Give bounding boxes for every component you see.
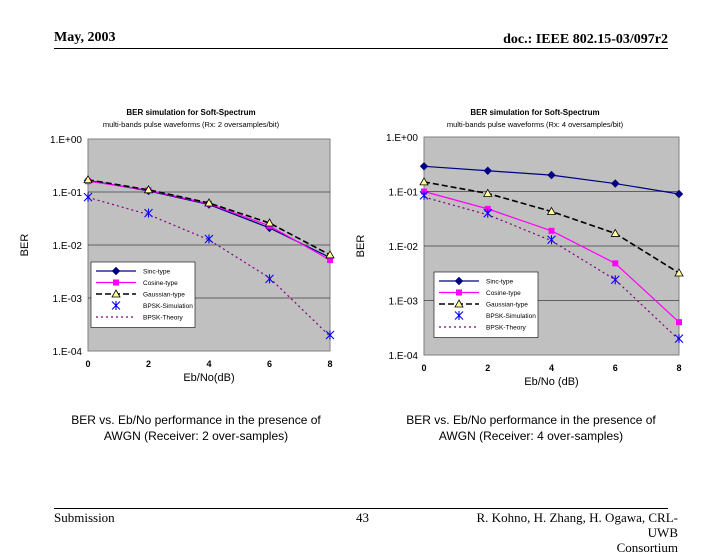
legend-label: BPSK-Simulation (486, 313, 536, 320)
legend-marker (111, 289, 121, 298)
x-tick-label: 0 (421, 363, 426, 373)
x-axis-label: Eb/No (dB) (524, 376, 578, 388)
legend-label: BPSK-Theory (143, 315, 183, 322)
legend-marker (113, 279, 119, 286)
data-point (674, 268, 684, 277)
x-tick-label: 0 (85, 359, 90, 369)
legend-label: BPSK-Theory (486, 325, 526, 332)
data-point (264, 218, 275, 227)
chart-subtitle: multi-bands pulse waveforms (Rx: 2 overs… (103, 120, 280, 129)
data-point (325, 250, 335, 259)
data-point (325, 330, 335, 340)
header-doc-id: doc.: IEEE 802.15-03/097r2 (503, 32, 668, 47)
data-point (610, 275, 620, 285)
data-point (612, 260, 619, 267)
data-point (610, 228, 620, 237)
ber-chart-4-oversamples: BER simulation for Soft-Spectrum multi-ba… (355, 108, 684, 388)
data-point (483, 166, 492, 175)
data-point (676, 319, 682, 326)
data-point (419, 190, 429, 200)
y-axis-label: BER (19, 234, 31, 257)
y-tick-label: 1.E-04 (389, 351, 419, 362)
data-point (611, 179, 620, 188)
legend-label: Sinc-type (486, 279, 513, 286)
y-tick-label: 1.E-01 (389, 188, 419, 199)
footer-authors-line: R. Kohno, H. Zhang, H. Ogawa, CRL-UWB (476, 510, 678, 540)
legend-marker (454, 299, 464, 308)
x-tick-label: 2 (485, 363, 490, 373)
header-date: May, 2003 (54, 30, 116, 45)
header-divider (54, 48, 668, 49)
data-point (546, 206, 557, 215)
data-point (204, 198, 214, 207)
data-point (419, 162, 429, 171)
series-line (87, 196, 331, 337)
ber-chart-2-oversamples: BER simulation for Soft-Spectrum multi-ba… (19, 108, 335, 384)
x-tick-label: 6 (613, 363, 618, 373)
x-tick-label: 4 (206, 359, 211, 369)
legend-marker (454, 311, 464, 320)
chart-subtitle: multi-bands pulse waveforms (Rx: 4 overs… (447, 120, 624, 129)
legend-marker (456, 289, 462, 296)
data-point (83, 192, 93, 202)
x-tick-label: 4 (549, 363, 554, 373)
footer-authors: R. Kohno, H. Zhang, H. Ogawa, CRL-UWB Co… (448, 510, 678, 555)
x-tick-label: 8 (676, 363, 681, 373)
caption-4-oversamples: BER vs. Eb/No performance in the presenc… (386, 412, 676, 444)
x-tick-label: 2 (146, 359, 151, 369)
page-number: 43 (356, 510, 369, 525)
data-point (547, 235, 556, 245)
legend-label: Cosine-type (143, 280, 178, 287)
chart-title: BER simulation for Soft-Spectrum (126, 108, 255, 117)
y-tick-label: 1.E-01 (53, 188, 83, 199)
data-point (547, 170, 556, 180)
footer-divider (54, 508, 668, 509)
chart-title: BER simulation for Soft-Spectrum (470, 108, 599, 117)
data-point (674, 334, 684, 344)
legend-label: BPSK-Simulation (143, 303, 193, 310)
legend-label: Gaussian-type (143, 292, 185, 299)
data-point (483, 208, 493, 218)
caption-line: AWGN (Receiver: 2 over-samples) (103, 429, 289, 443)
y-tick-label: 1.E+00 (386, 133, 418, 144)
footer-authors-line: Consortium (616, 540, 678, 555)
footer-submission: Submission (54, 510, 115, 525)
y-tick-label: 1.E-03 (389, 297, 419, 308)
data-point (83, 174, 93, 184)
data-point (483, 188, 493, 197)
data-point (674, 189, 684, 199)
caption-2-oversamples: BER vs. Eb/No performance in the presenc… (51, 412, 341, 444)
legend-label: Sinc-type (143, 269, 170, 276)
y-tick-label: 1.E-04 (53, 347, 83, 358)
legend-marker (111, 266, 121, 276)
x-axis-label: Eb/No(dB) (183, 372, 234, 384)
legend-label: Cosine-type (486, 290, 521, 297)
data-point (327, 257, 333, 264)
y-tick-label: 1.E-02 (389, 242, 419, 253)
caption-line: BER vs. Eb/No performance in the presenc… (71, 413, 321, 427)
x-tick-label: 6 (267, 359, 272, 369)
legend-marker (454, 276, 464, 286)
y-axis-label: BER (355, 235, 367, 258)
data-point (548, 227, 555, 234)
legend-marker (111, 301, 121, 310)
y-tick-label: 1.E+00 (50, 135, 82, 146)
y-tick-label: 1.E-03 (53, 294, 83, 305)
caption-line: BER vs. Eb/No performance in the presenc… (406, 413, 656, 427)
series-line (87, 178, 331, 256)
data-point (143, 184, 154, 194)
legend-label: Gaussian-type (486, 302, 528, 309)
data-point (419, 177, 429, 186)
x-tick-label: 8 (327, 359, 332, 369)
y-tick-label: 1.E-02 (53, 241, 83, 252)
caption-line: AWGN (Receiver: 4 over-samples) (438, 429, 624, 443)
